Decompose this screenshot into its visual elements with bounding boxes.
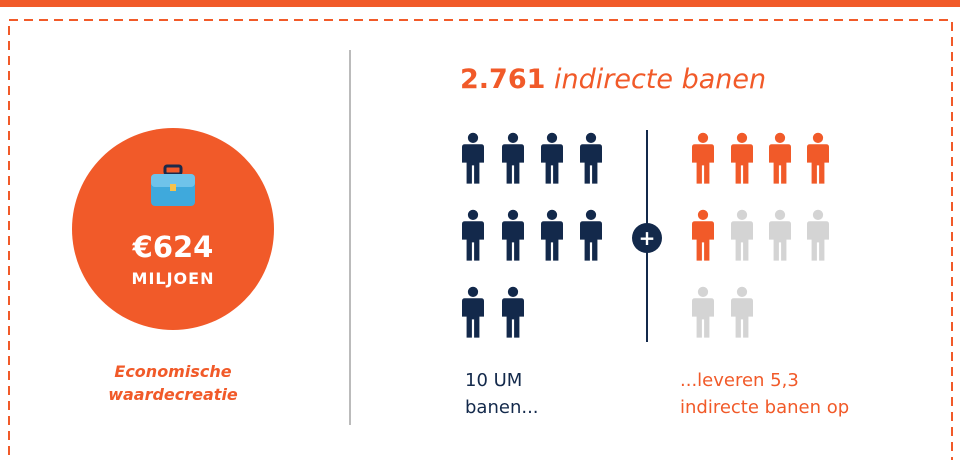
caption-line: Economische (114, 362, 231, 381)
amount: €624 (132, 230, 214, 264)
value-circle (72, 128, 274, 330)
right-caption: ...leveren 5,3 (680, 370, 799, 391)
headline: 2.761 indirecte banen (460, 64, 766, 95)
right-caption: indirecte banen op (680, 397, 849, 418)
um-jobs-icons (462, 132, 602, 338)
unit: MILJOEN (132, 269, 215, 288)
left-caption: banen... (465, 397, 539, 418)
plus-circle (632, 223, 662, 253)
briefcase-icon (151, 164, 195, 206)
headline-text: indirecte banen (554, 64, 766, 95)
left-caption: 10 UM (465, 370, 522, 391)
headline-number: 2.761 (460, 64, 545, 95)
dashed-frame (8, 19, 953, 460)
indirect-jobs-icons (692, 132, 829, 338)
plus-sign: + (639, 226, 656, 250)
top-bar (0, 0, 960, 7)
caption-line: waardecreatie (108, 385, 238, 404)
